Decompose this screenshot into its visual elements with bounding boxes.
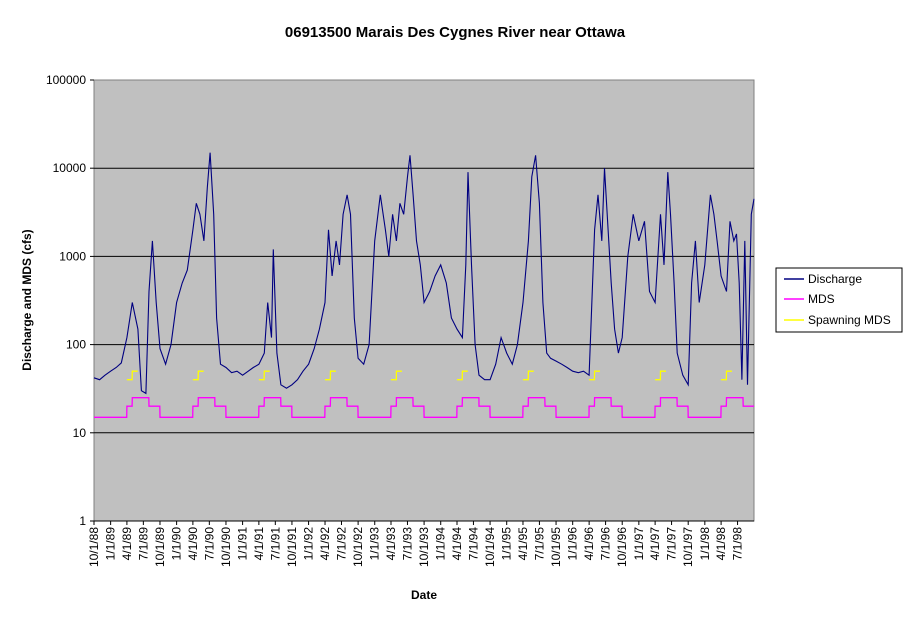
x-tick-label: 1/1/93 [368,527,382,561]
y-axis-label: Discharge and MDS (cfs) [20,229,34,370]
x-tick-label: 1/1/94 [434,527,448,561]
x-tick-label: 4/1/92 [318,527,332,561]
x-axis-label: Date [411,588,437,602]
x-tick-label: 1/1/97 [632,527,646,561]
x-tick-label: 7/1/91 [268,527,282,561]
x-tick-label: 4/1/91 [252,527,266,561]
x-tick-label: 7/1/96 [599,527,613,561]
x-tick-label: 4/1/95 [516,527,530,561]
series-line-spawning-mds [589,370,600,381]
x-tick-label: 10/1/96 [615,527,629,567]
y-tick-label: 1000 [59,249,86,263]
x-tick-label: 10/1/97 [681,527,695,567]
legend: Discharge MDS Spawning MDS [775,267,903,333]
y-tick-label: 100 [66,338,86,352]
y-tick-label: 10000 [53,161,87,175]
x-tick-label: 1/1/96 [566,527,580,561]
x-tick-label: 7/1/90 [202,527,216,561]
x-tick-label: 7/1/92 [334,527,348,561]
x-tick-label: 4/1/89 [120,527,134,561]
x-tick-label: 4/1/90 [186,527,200,561]
x-tick-label: 10/1/92 [351,527,365,567]
x-tick-label: 1/1/95 [500,527,514,561]
x-tick-label: 10/1/94 [483,527,497,567]
x-tick-label: 7/1/97 [665,527,679,561]
x-tick-label: 4/1/97 [648,527,662,561]
series-line-spawning-mds [126,370,138,381]
x-tick-label: 10/1/95 [549,527,563,567]
x-tick-label: 4/1/93 [384,527,398,561]
x-tick-label: 10/1/88 [87,527,101,567]
legend-spawning-mds-label: Spawning MDS [808,313,891,327]
series-line-spawning-mds [721,370,732,381]
x-tick-label: 1/1/98 [698,527,712,561]
x-tick-label: 7/1/93 [400,527,414,561]
y-tick-label: 100000 [46,73,86,87]
x-tick-label: 10/1/93 [417,527,431,567]
x-tick-label: 1/1/92 [302,527,316,561]
legend-discharge-label: Discharge [808,272,862,286]
x-tick-label: 1/1/89 [104,527,118,561]
gridlines [94,167,754,434]
x-tick-label: 1/1/90 [170,527,184,561]
x-tick-label: 1/1/91 [236,527,250,561]
series-line-spawning-mds [457,370,468,381]
chart-title: 06913500 Marais Des Cygnes River near Ot… [285,24,626,41]
legend-mds-label: MDS [808,292,835,306]
series-line-spawning-mds [391,370,402,381]
series-line-spawning-mds [523,370,534,381]
series-line-mds [94,397,754,418]
x-tick-label: 4/1/94 [450,527,464,561]
x-tick-label: 10/1/91 [285,527,299,567]
x-axis: 10/1/88 1/1/89 4/1/89 7/1/89 10/1/89 1/1/90 4/… [87,520,754,567]
series-layer [93,152,755,418]
x-tick-label: 10/1/89 [153,527,167,567]
series-line-discharge [93,152,755,395]
x-tick-label: 7/1/95 [532,527,546,561]
y-tick-label: 1 [79,514,86,528]
series-line-spawning-mds [325,370,336,381]
x-tick-label: 7/1/98 [731,527,745,561]
legend-box [775,267,903,333]
y-tick-label: 10 [73,426,87,440]
series-line-spawning-mds [258,370,270,381]
x-tick-label: 4/1/96 [582,527,596,561]
series-line-spawning-mds [655,370,666,381]
y-axis: 1 10 100 1000 10000 100000 [46,73,94,528]
x-tick-label: 7/1/89 [136,527,150,561]
series-line-spawning-mds [192,370,204,381]
x-tick-label: 10/1/90 [219,527,233,567]
x-tick-label: 7/1/94 [466,527,480,561]
x-tick-label: 4/1/98 [714,527,728,561]
